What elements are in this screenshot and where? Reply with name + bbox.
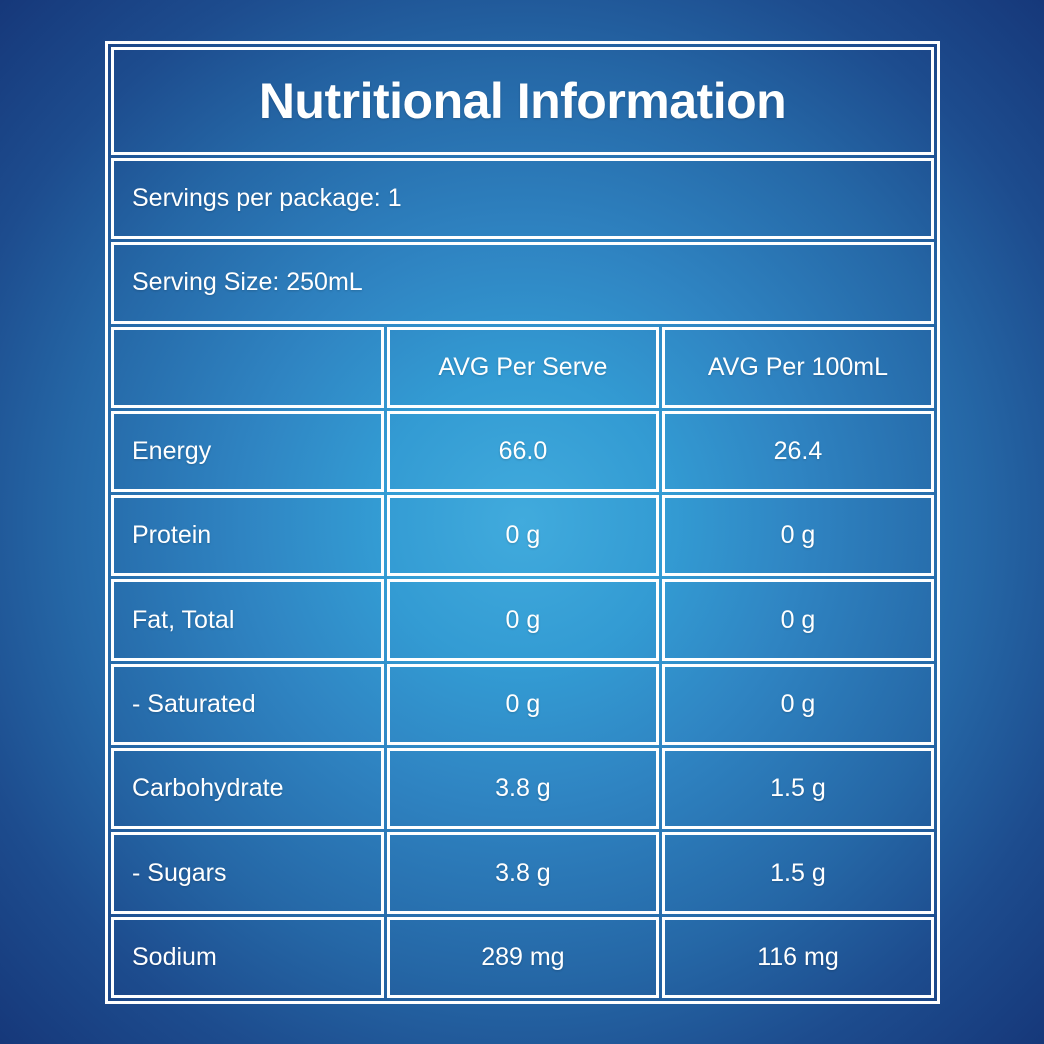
column-header-blank [111,326,384,408]
row-value-per-serve: 0 g [386,663,659,746]
row-value-per-serve: 0 g [386,495,659,577]
serving-size-row: Serving Size: 250mL [111,242,934,324]
row-value-per-100ml: 0 g [661,579,934,661]
title-row: Nutritional Information [111,47,934,155]
servings-row: Servings per package: 1 [111,158,934,240]
row-value-per-100ml: 0 g [661,495,934,577]
column-header-row: AVG Per Serve AVG Per 100mL [111,326,934,408]
row-value-per-100ml: 1.5 g [661,832,934,914]
row-value-per-100ml: 1.5 g [661,748,934,830]
row-label: Fat, Total [111,579,384,661]
row-label: Protein [111,495,384,577]
row-value-per-100ml: 116 mg [661,916,934,998]
serving-size-text: Serving Size: 250mL [111,242,934,324]
row-value-per-serve: 66.0 [386,410,659,493]
row-value-per-100ml: 0 g [661,663,934,746]
table-row-sodium: Sodium 289 mg 116 mg [111,916,934,998]
row-label: - Saturated [111,663,384,746]
column-header-per-serve: AVG Per Serve [386,326,659,408]
table-row-saturated: - Saturated 0 g 0 g [111,663,934,746]
table-row-energy: Energy 66.0 26.4 [111,410,934,493]
row-value-per-serve: 289 mg [386,916,659,998]
table-row-sugars: - Sugars 3.8 g 1.5 g [111,832,934,914]
nutrition-table: Nutritional Information Servings per pac… [108,44,937,1001]
row-value-per-serve: 0 g [386,579,659,661]
column-header-per-100ml: AVG Per 100mL [661,326,934,408]
servings-per-package-text: Servings per package: 1 [111,158,934,240]
row-value-per-100ml: 26.4 [661,410,934,493]
row-label: Carbohydrate [111,748,384,830]
row-label: Energy [111,410,384,493]
row-label: Sodium [111,916,384,998]
row-value-per-serve: 3.8 g [386,748,659,830]
table-row-carbohydrate: Carbohydrate 3.8 g 1.5 g [111,748,934,830]
row-value-per-serve: 3.8 g [386,832,659,914]
nutrition-label-panel: Nutritional Information Servings per pac… [105,41,940,1004]
row-label: - Sugars [111,832,384,914]
page-title: Nutritional Information [111,47,934,155]
table-row-protein: Protein 0 g 0 g [111,495,934,577]
table-row-fat-total: Fat, Total 0 g 0 g [111,579,934,661]
